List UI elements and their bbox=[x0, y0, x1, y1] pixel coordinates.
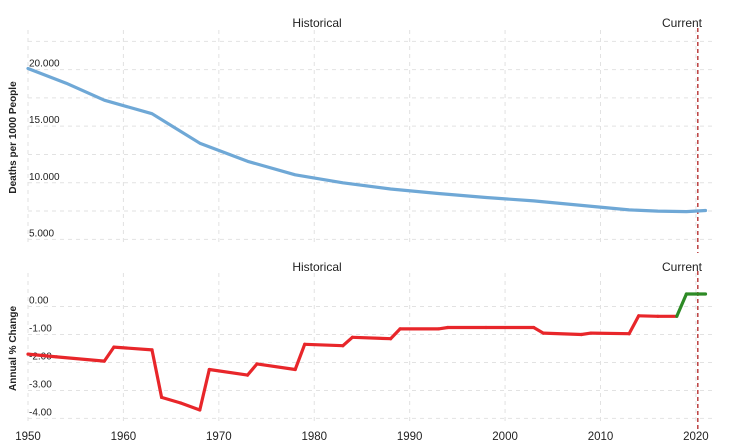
series-segment bbox=[54, 355, 106, 363]
series-segment bbox=[26, 352, 59, 359]
series-segment bbox=[350, 335, 393, 341]
x-tick-label: 1950 bbox=[15, 431, 41, 443]
series-segment bbox=[627, 314, 641, 336]
y-tick-label: 0.00 bbox=[29, 296, 49, 307]
series-segment bbox=[179, 401, 202, 412]
y-tick-label: 20.000 bbox=[29, 59, 60, 70]
y-tick-label: 10.000 bbox=[29, 172, 60, 183]
series-segment bbox=[341, 335, 354, 348]
series-segment bbox=[436, 325, 450, 331]
y-tick-label: 5.000 bbox=[29, 228, 54, 239]
y-tick-label: -3.00 bbox=[29, 379, 52, 390]
y-tick-label: 15.000 bbox=[29, 115, 60, 126]
series-segment bbox=[389, 327, 402, 341]
x-tick-label: 1980 bbox=[301, 431, 327, 443]
x-tick-label: 1970 bbox=[206, 431, 232, 443]
x-tick-label: 2010 bbox=[588, 431, 614, 443]
y-tick-label: -1.00 bbox=[29, 324, 52, 335]
series-segment bbox=[245, 362, 259, 377]
series-segment bbox=[102, 345, 116, 363]
series-segment bbox=[589, 331, 631, 336]
series-segment bbox=[198, 367, 211, 412]
series-segment bbox=[675, 292, 689, 318]
series-segment bbox=[150, 348, 164, 399]
series-segment bbox=[160, 395, 183, 405]
series-line bbox=[26, 66, 708, 214]
historical-label: Historical bbox=[292, 260, 341, 274]
x-tick-label: 1960 bbox=[111, 431, 137, 443]
y-tick-label: -2.00 bbox=[29, 351, 52, 362]
y-axis-title: Annual % Change bbox=[8, 306, 19, 391]
historical-label: Historical bbox=[292, 16, 341, 30]
series-segment bbox=[532, 325, 545, 335]
top-panel: 5.000 10.000 15.000 20.000 Historical Current… bbox=[8, 16, 715, 253]
series-segment bbox=[579, 331, 593, 337]
y-tick-label: -4.00 bbox=[29, 407, 52, 418]
x-tick-label: 1990 bbox=[397, 431, 423, 443]
series-segment bbox=[255, 362, 297, 372]
series-segment bbox=[112, 345, 154, 352]
x-tick-label: 2020 bbox=[683, 431, 709, 443]
series-segment bbox=[293, 342, 307, 372]
series-segment bbox=[207, 367, 250, 377]
current-label: Current bbox=[662, 260, 703, 274]
x-tick-label: 2000 bbox=[492, 431, 518, 443]
series-segment bbox=[637, 314, 660, 318]
current-label: Current bbox=[662, 16, 703, 30]
series-segment bbox=[541, 331, 584, 337]
bottom-panel: -4.00 -3.00 -2.00 -1.00 0.00 Historical Curren… bbox=[8, 260, 715, 443]
series-segment bbox=[303, 342, 345, 348]
y-axis-title: Deaths per 1000 People bbox=[8, 81, 19, 194]
